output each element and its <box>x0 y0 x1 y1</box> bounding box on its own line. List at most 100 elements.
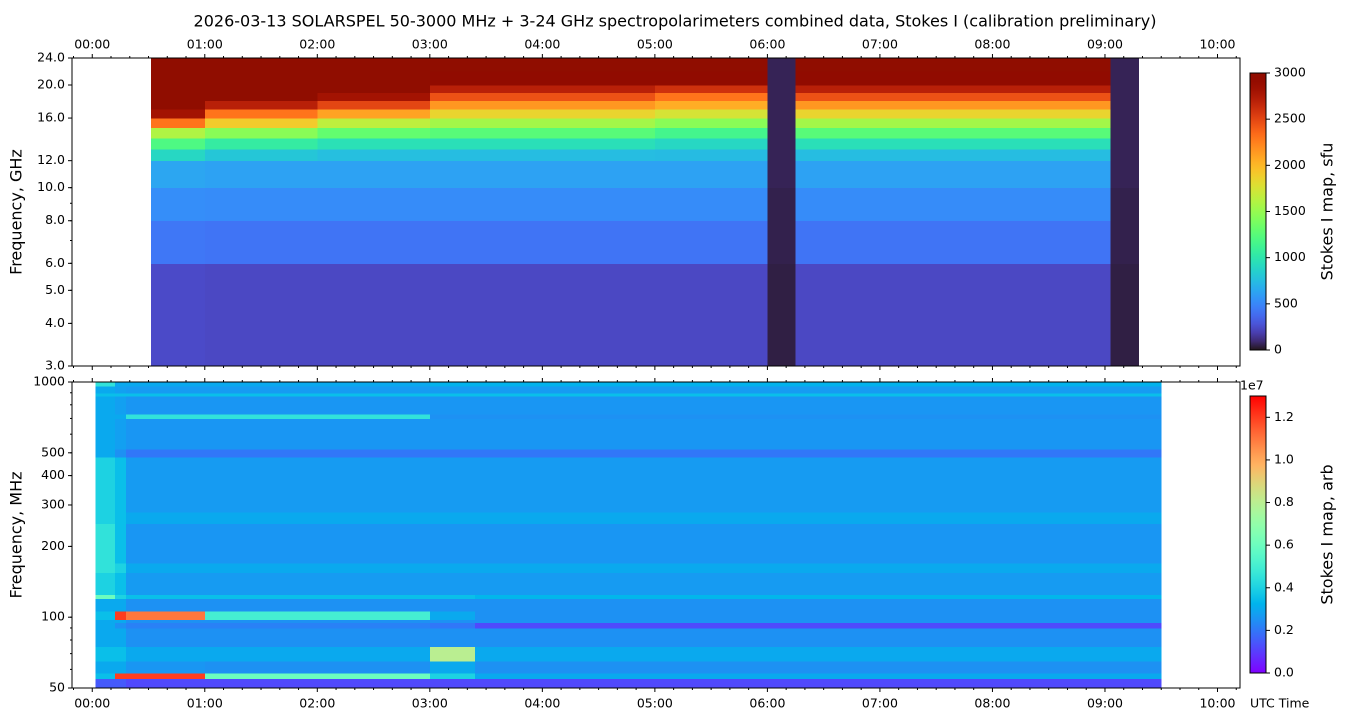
heatmap-cell <box>114 562 127 573</box>
heatmap-cell <box>767 85 797 94</box>
heatmap-cell <box>542 100 656 110</box>
heatmap-cell <box>474 611 1162 620</box>
y-tick-label: 8.0 <box>45 212 65 227</box>
heatmap-cell <box>95 627 116 648</box>
heatmap-cell <box>795 127 881 139</box>
y-tick-label: 200 <box>41 538 65 553</box>
heatmap-cell <box>126 512 206 525</box>
heatmap-cell <box>95 611 116 620</box>
x-tick-label: 02:00 <box>299 37 335 52</box>
heatmap-cell <box>95 678 116 689</box>
heatmap-cell <box>126 392 206 397</box>
heatmap-cell <box>1110 220 1140 264</box>
heatmap-cell <box>474 523 1162 564</box>
heatmap-cell <box>95 572 116 595</box>
heatmap-cell <box>474 672 1162 679</box>
y-tick-label: 4.0 <box>45 315 65 330</box>
heatmap-cell <box>204 118 318 129</box>
heatmap-cell <box>654 220 768 264</box>
heatmap-cell <box>95 392 116 397</box>
heatmap-cell <box>95 418 116 450</box>
heatmap-cell <box>474 418 1162 450</box>
heatmap-cell <box>1110 127 1140 139</box>
heatmap-cell <box>795 118 881 129</box>
heatmap-cell <box>114 661 127 674</box>
heatmap-cell <box>317 58 431 72</box>
x-tick-label: 06:00 <box>749 37 785 52</box>
heatmap-cell <box>992 109 1112 119</box>
colorbar-tick-label: 1500 <box>1274 203 1306 218</box>
heatmap-cell <box>429 137 543 150</box>
heatmap-cell <box>767 58 797 72</box>
heatmap-cell <box>429 594 476 600</box>
heatmap-cell <box>204 598 431 612</box>
colorbar-tick-label: 0.0 <box>1274 665 1294 680</box>
heatmap-cell <box>654 85 768 94</box>
colorbar-tick-label: 1.2 <box>1274 409 1294 424</box>
colorbar-label: Stokes I map, arb <box>1318 464 1337 604</box>
heatmap-cell <box>95 594 116 600</box>
x-tick-label: 03:00 <box>412 696 448 711</box>
heatmap-cell <box>150 85 206 94</box>
heatmap-cell <box>204 58 318 72</box>
heatmap-cell <box>795 109 881 119</box>
heatmap-cell <box>204 263 318 367</box>
heatmap-cell <box>429 619 476 623</box>
y-tick-label: 500 <box>41 444 65 459</box>
heatmap-cell <box>429 672 476 679</box>
heatmap-cell <box>767 187 797 222</box>
heatmap-cell <box>992 160 1112 189</box>
heatmap-cell <box>114 382 127 387</box>
heatmap-cell <box>767 109 797 119</box>
heatmap-cell <box>150 137 206 150</box>
heatmap-cell <box>795 85 881 94</box>
heatmap-cell <box>95 598 116 612</box>
heatmap-cell <box>204 220 318 264</box>
heatmap-cell <box>429 148 543 162</box>
x-tick-label: 08:00 <box>974 37 1010 52</box>
heatmap-cell <box>795 220 881 264</box>
heatmap-cell <box>879 160 993 189</box>
heatmap-cell <box>429 382 476 387</box>
heatmap-cell <box>114 418 127 450</box>
heatmap-cell <box>95 672 116 679</box>
heatmap-cell <box>1110 160 1140 189</box>
heatmap-cell <box>429 646 476 662</box>
heatmap-cell <box>542 148 656 162</box>
heatmap-cell <box>992 220 1112 264</box>
heatmap-cell <box>654 160 768 189</box>
heatmap-cell <box>204 127 318 139</box>
heatmap-cell <box>204 594 431 600</box>
heatmap-cell <box>474 392 1162 397</box>
heatmap-cell <box>654 118 768 129</box>
colorbar-offset: 1e7 <box>1240 378 1264 393</box>
y-tick-label: 3.0 <box>45 358 65 373</box>
heatmap-cell <box>204 396 431 415</box>
heatmap-cell <box>126 661 206 674</box>
heatmap-cell <box>654 187 768 222</box>
x-tick-label: 02:00 <box>299 696 335 711</box>
heatmap-cell <box>767 118 797 129</box>
heatmap-cell <box>992 100 1112 110</box>
heatmap-cell <box>879 148 993 162</box>
heatmap-cell <box>126 396 206 415</box>
heatmap-cell <box>474 414 1162 419</box>
heatmap-cell <box>204 392 431 397</box>
heatmap-cell <box>114 622 127 629</box>
heatmap-cell <box>474 661 1162 674</box>
heatmap-cell <box>767 263 797 367</box>
heatmap-cell <box>429 678 476 689</box>
heatmap-cell <box>204 137 318 150</box>
heatmap-cell <box>795 187 881 222</box>
heatmap-cell <box>795 137 881 150</box>
heatmap-cell <box>429 448 476 458</box>
heatmap-cell <box>126 562 206 573</box>
heatmap-cell <box>114 572 127 595</box>
x-tick-label: 10:00 <box>1199 37 1235 52</box>
heatmap-cell <box>150 127 206 139</box>
heatmap-cell <box>317 109 431 119</box>
colorbar-tick-label: 0.6 <box>1274 537 1294 552</box>
x-tick-label: 05:00 <box>637 696 673 711</box>
heatmap-cell <box>429 661 476 674</box>
heatmap-cell <box>429 220 543 264</box>
